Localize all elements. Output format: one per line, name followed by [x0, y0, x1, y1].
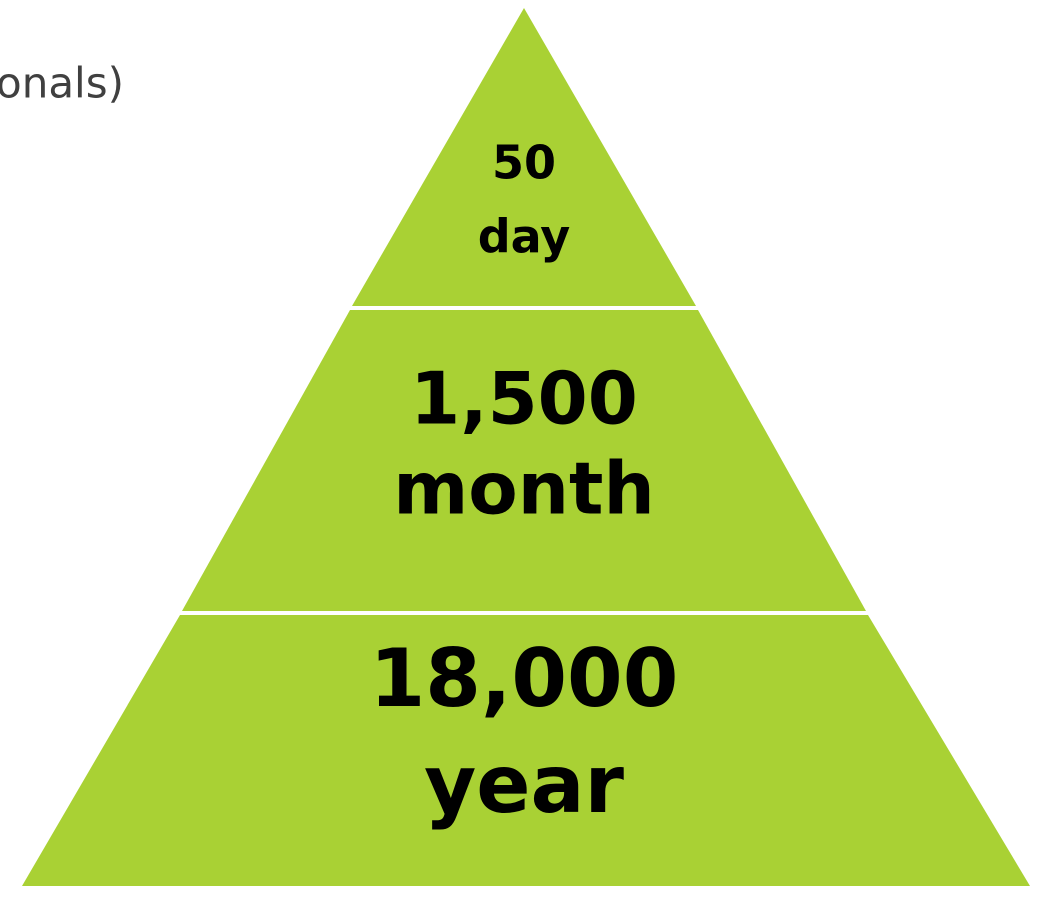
tier-number: 1,500: [410, 357, 638, 441]
pyramid-tier-top: [352, 8, 696, 306]
tier-unit: year: [424, 738, 624, 831]
tier-unit: day: [478, 210, 571, 264]
tier-number: 50: [492, 136, 556, 190]
pyramid-tier-bottom: [22, 615, 1030, 886]
pyramid-tier-middle: [182, 310, 866, 611]
caption: onals): [0, 59, 124, 108]
tier-unit: month: [393, 447, 654, 531]
tier-number: 18,000: [370, 632, 679, 725]
